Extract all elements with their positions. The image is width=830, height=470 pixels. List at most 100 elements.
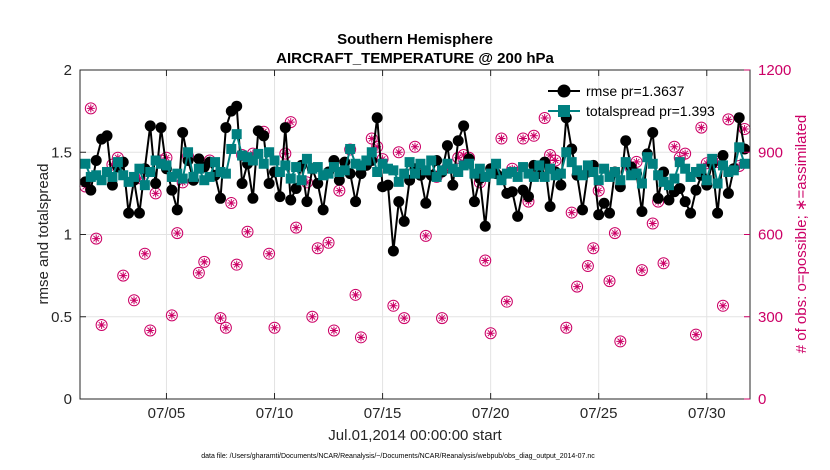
obs-possible-point (198, 255, 211, 268)
obs-assimilated-point (167, 311, 176, 320)
obs-assimilated-point (562, 323, 571, 332)
obs-assimilated-point (140, 249, 149, 258)
rmse-point (150, 178, 162, 190)
obs-assimilated-point (540, 113, 549, 122)
totalspread-point (301, 153, 312, 164)
obs-assimilated-point (270, 323, 279, 332)
totalspread-point (166, 171, 177, 182)
obs-assimilated-point (594, 186, 603, 195)
obs-possible-point (225, 196, 238, 209)
rmse-point (663, 194, 675, 206)
totalspread-point (507, 166, 518, 177)
totalspread-point (296, 175, 307, 186)
rmse-point (106, 179, 118, 191)
totalspread-point (226, 143, 237, 154)
totalspread-point (636, 178, 647, 189)
rmse-point (441, 140, 453, 152)
rmse-point (647, 127, 659, 139)
totalspread-point (193, 163, 204, 174)
totalspread-point (220, 168, 231, 179)
obs-possible-point (608, 227, 621, 240)
totalspread-point (631, 168, 642, 179)
rmse-point (301, 196, 313, 208)
rmse-point (177, 127, 189, 139)
y-axis-right-ticks: 0 300 600 900 1200 (744, 62, 791, 408)
obs-assimilated-point (394, 148, 403, 157)
obs-possible-point (716, 299, 729, 312)
obs-assimilated-point (546, 150, 555, 159)
totalspread-point (701, 175, 712, 186)
totalspread-point (577, 170, 588, 181)
totalspread-point (274, 166, 285, 177)
rmse-point (101, 130, 113, 142)
totalspread-point (523, 168, 534, 179)
totalspread-point (112, 157, 123, 168)
totalspread-point (674, 157, 685, 168)
obs-possible-point (263, 247, 276, 260)
totalspread-point (139, 180, 150, 191)
y-right-tick-label: 900 (758, 144, 783, 161)
obs-possible-point (165, 309, 178, 322)
rmse-point (290, 182, 302, 194)
obs-possible-point (354, 331, 367, 344)
totalspread-point (291, 162, 302, 173)
obs-assimilated-point (713, 157, 722, 166)
legend: rmse pr=1.3637 totalspread pr=1.393 (548, 83, 715, 119)
obs-assimilated-point (697, 123, 706, 132)
x-tick-label: 07/25 (580, 405, 618, 422)
obs-assimilated-point (632, 157, 641, 166)
y-right-tick-label: 0 (758, 391, 766, 408)
rmse-point (555, 179, 567, 191)
rmse-point (479, 220, 491, 232)
rmse-point (355, 168, 367, 180)
obs-possible-point (587, 242, 600, 255)
obs-possible-point (581, 260, 594, 273)
totalspread-point (339, 165, 350, 176)
totalspread-point (717, 160, 728, 171)
obs-assimilated-point (659, 259, 668, 268)
obs-possible-point (349, 288, 362, 301)
obs-possible-point (117, 269, 130, 282)
obs-assimilated-point (497, 134, 506, 143)
rmse-point (263, 178, 275, 190)
totalspread-point (188, 171, 199, 182)
obs-possible-point (436, 312, 449, 325)
obs-assimilated-point (281, 149, 290, 158)
rmse-point (685, 207, 697, 219)
totalspread-point (518, 162, 529, 173)
obs-assimilated-point (389, 301, 398, 310)
totalspread-point (393, 176, 404, 187)
totalspread-point (707, 153, 718, 164)
totalspread-point (334, 166, 345, 177)
totalspread-point (690, 166, 701, 177)
totalspread-point (431, 171, 442, 182)
rmse-point (468, 196, 480, 208)
obs-assimilated-point (324, 238, 333, 247)
rmse-point (279, 122, 291, 134)
totalspread-point (350, 158, 361, 169)
totalspread-point (161, 160, 172, 171)
totalspread-point (269, 155, 280, 166)
obs-assimilated-point (481, 256, 490, 265)
rmse-point (144, 120, 156, 132)
totalspread-point (566, 157, 577, 168)
totalspread-point (582, 160, 593, 171)
obs-assimilated-point (119, 271, 128, 280)
totalspread-point (372, 166, 383, 177)
obs-possible-point (560, 321, 573, 334)
obs-assimilated-point (486, 329, 495, 338)
obs-possible-point (500, 295, 513, 308)
data-file-footnote: data file: /Users/gharamti/Documents/NCA… (201, 453, 595, 460)
totalspread-point (458, 160, 469, 171)
rmse-point (371, 112, 383, 124)
obs-possible-point (311, 242, 324, 255)
obs-possible-point (646, 217, 659, 230)
obs-possible-point (495, 132, 508, 145)
totalspread-point (545, 163, 556, 174)
y-left-tick-label: 1 (64, 227, 72, 244)
obs-assimilated-point (735, 161, 744, 170)
obs-possible-point (322, 236, 335, 249)
rmse-point (85, 184, 97, 196)
obs-assimilated-point (313, 244, 322, 253)
obs-possible-point (290, 221, 303, 234)
